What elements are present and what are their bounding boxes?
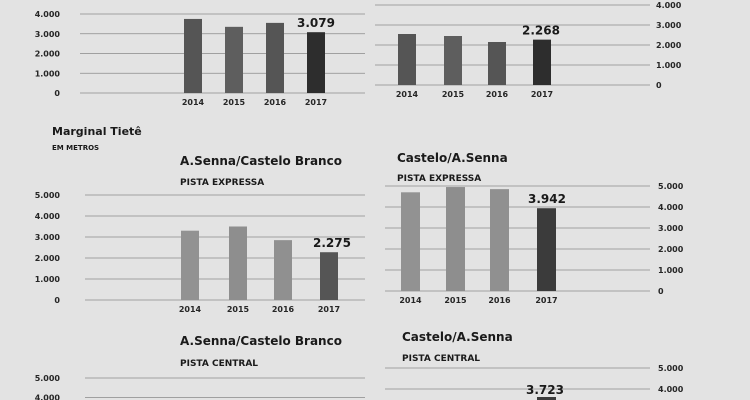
x-tick-label: 2016 <box>486 90 509 99</box>
bar <box>446 187 465 291</box>
bar <box>401 192 420 291</box>
y-tick-label: 1.000 <box>35 69 61 78</box>
x-tick-label: 2014 <box>182 98 205 107</box>
x-tick-label: 2016 <box>488 296 511 305</box>
y-tick-label: 5.000 <box>35 374 61 383</box>
x-tick-label: 2017 <box>305 98 327 107</box>
panel-title: Castelo/A.Senna <box>402 330 513 344</box>
panel-title: Castelo/A.Senna <box>397 151 508 165</box>
x-tick-label: 2017 <box>318 305 340 314</box>
y-tick-label: 1.000 <box>35 275 61 284</box>
bar <box>533 39 551 85</box>
bar <box>444 36 462 85</box>
y-tick-label: 4.000 <box>658 203 684 212</box>
y-tick-label: 0 <box>54 296 60 305</box>
section-title: Marginal Tietê <box>52 125 142 138</box>
panel-subtitle: PISTA CENTRAL <box>402 354 480 364</box>
x-tick-label: 2015 <box>444 296 467 305</box>
y-tick-label: 3.000 <box>35 30 61 39</box>
panel-subtitle: PISTA CENTRAL <box>180 359 258 369</box>
x-tick-label: 2016 <box>264 98 287 107</box>
y-tick-label: 5.000 <box>35 191 61 200</box>
panel-title: A.Senna/Castelo Branco <box>180 334 342 348</box>
y-tick-label: 0 <box>54 89 60 98</box>
bar <box>266 22 284 94</box>
y-tick-label: 3.000 <box>658 224 684 233</box>
bar <box>184 18 202 93</box>
x-tick-label: 2015 <box>442 90 465 99</box>
y-tick-label: 0 <box>658 287 664 296</box>
bar <box>320 252 338 300</box>
y-tick-label: 4.000 <box>35 394 61 400</box>
bar <box>537 397 556 400</box>
y-tick-label: 5.000 <box>658 364 684 373</box>
y-tick-label: 2.000 <box>656 41 682 50</box>
bar <box>488 42 506 85</box>
section-unit: EM METROS <box>52 144 99 152</box>
y-tick-label: 4.000 <box>35 10 61 19</box>
data-label: 3.723 <box>526 383 564 397</box>
bar <box>274 240 292 300</box>
x-tick-label: 2017 <box>531 90 553 99</box>
panel-subtitle: PISTA EXPRESSA <box>180 178 264 188</box>
x-tick-label: 2014 <box>399 296 422 305</box>
x-tick-label: 2017 <box>535 296 557 305</box>
bar <box>181 230 199 300</box>
y-tick-label: 2.000 <box>658 245 684 254</box>
y-tick-label: 2.000 <box>35 50 61 59</box>
x-tick-label: 2015 <box>227 305 250 314</box>
y-tick-label: 0 <box>656 81 662 90</box>
y-tick-label: 3.000 <box>656 21 682 30</box>
x-tick-label: 2014 <box>396 90 419 99</box>
bar <box>229 226 247 300</box>
data-label: 3.942 <box>528 192 566 206</box>
bar <box>307 32 325 93</box>
y-tick-label: 3.000 <box>35 233 61 242</box>
bar <box>537 208 556 291</box>
x-tick-label: 2014 <box>179 305 202 314</box>
panel-title: A.Senna/Castelo Branco <box>180 154 342 168</box>
y-tick-label: 1.000 <box>658 266 684 275</box>
data-label: 2.268 <box>522 24 560 38</box>
y-tick-label: 4.000 <box>656 1 682 10</box>
y-tick-label: 1.000 <box>656 61 682 70</box>
y-tick-label: 5.000 <box>658 182 684 191</box>
y-tick-label: 4.000 <box>658 385 684 394</box>
panel-subtitle: PISTA EXPRESSA <box>397 174 481 184</box>
bar <box>225 26 243 93</box>
data-label: 3.079 <box>297 16 335 30</box>
bar <box>490 189 509 291</box>
y-tick-label: 4.000 <box>35 212 61 221</box>
data-label: 2.275 <box>313 236 351 250</box>
bar <box>398 34 416 85</box>
x-tick-label: 2016 <box>272 305 295 314</box>
y-tick-label: 2.000 <box>35 254 61 263</box>
x-tick-label: 2015 <box>223 98 246 107</box>
